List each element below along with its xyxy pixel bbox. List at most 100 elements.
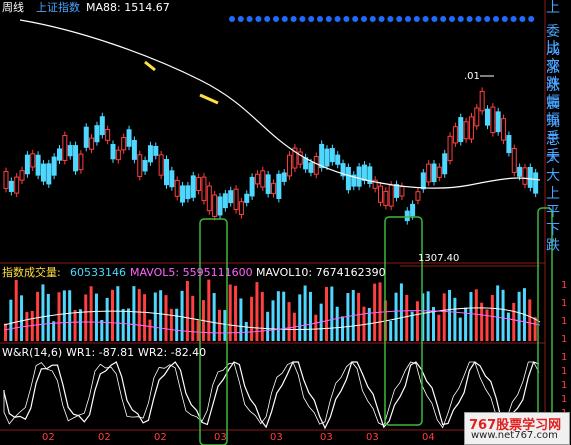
high-price-label: .01: [464, 71, 480, 82]
volume-bar: [501, 289, 505, 341]
highlight-box: [199, 218, 228, 445]
indicator-dot: [264, 16, 271, 22]
candle-body: [431, 163, 437, 183]
candle-body: [351, 174, 357, 187]
candle-body: [517, 166, 523, 177]
candle-body: [222, 193, 228, 209]
indicator-dot: [378, 16, 385, 22]
candle-body: [212, 194, 218, 217]
volume-bar: [159, 290, 163, 341]
indicator-dot: [501, 16, 508, 22]
volume-bar: [458, 317, 462, 341]
candle-body: [147, 145, 153, 163]
volume-bar: [426, 291, 430, 341]
candle-body: [24, 154, 30, 175]
indicator-dot: [325, 16, 332, 22]
volume-bar: [223, 310, 227, 341]
sidebar-item: 震幅: [546, 96, 560, 128]
period-label[interactable]: 周线: [2, 1, 24, 14]
candle-body: [3, 171, 9, 189]
wr1-label: WR1: -87.81: [66, 346, 135, 359]
volume-title: 指数成交量:: [2, 266, 61, 279]
indicator-dot: [528, 16, 535, 22]
volume-bar: [9, 299, 13, 341]
candle-body: [271, 182, 276, 195]
candle-body: [201, 176, 207, 202]
candle-body: [142, 160, 148, 172]
volume-bar: [303, 285, 307, 341]
wr2-line: [3, 361, 540, 429]
candle-body: [62, 135, 68, 161]
x-axis-label: 03: [214, 432, 227, 443]
volume-bar: [41, 284, 45, 341]
volume-bar: [212, 293, 216, 341]
volume-bar: [116, 286, 120, 341]
candle-body: [51, 156, 57, 176]
candle-body: [410, 203, 416, 217]
candle-body: [313, 156, 319, 175]
volume-bar: [282, 291, 286, 341]
volume-bar: [239, 298, 243, 341]
volume-bar: [68, 290, 72, 341]
volume-bar: [480, 302, 484, 341]
volume-bar: [46, 293, 50, 341]
candle-body: [506, 135, 512, 154]
sidebar-item: 成交: [546, 42, 560, 74]
volume-bar: [308, 291, 312, 341]
volume-bar: [148, 319, 152, 341]
sidebar-item: 下跌: [546, 222, 560, 254]
volume-bar: [175, 308, 179, 341]
sidebar-top-char[interactable]: 上: [546, 0, 560, 16]
volume-bar: [506, 312, 510, 341]
candle-body: [105, 129, 111, 141]
candle-body: [131, 140, 137, 160]
volume-bar: [20, 295, 24, 341]
candle-body: [335, 154, 341, 165]
indicator-dot: [422, 16, 429, 22]
candle-body: [287, 154, 293, 177]
candle-body: [228, 190, 234, 204]
volume-bar: [298, 294, 302, 341]
candle-body: [57, 148, 62, 161]
volume-bar: [52, 321, 56, 341]
volume-bar: [111, 289, 114, 341]
volume-bar: [73, 310, 77, 341]
volume-bar: [4, 323, 7, 341]
candle-body: [153, 146, 159, 156]
candle-body: [206, 185, 212, 212]
sidebar-item: 上: [546, 186, 560, 202]
candle-body: [40, 163, 46, 182]
mavol10-label: MAVOL10: 7674162390: [256, 266, 386, 279]
candle-body: [297, 151, 303, 165]
indicator-dot: [255, 16, 262, 22]
candle-body: [292, 147, 298, 169]
volume-bar: [271, 300, 275, 341]
volume-bar: [228, 284, 232, 341]
candle-body: [442, 153, 448, 175]
volume-bar: [448, 289, 452, 341]
x-axis-label: 02: [42, 432, 55, 443]
candle-body: [340, 163, 346, 177]
volume-bar: [410, 311, 414, 341]
wr-title: W&R(14,6): [2, 346, 63, 359]
mavol5-label: MAVOL5: 5595111600: [130, 266, 253, 279]
indicator-dot: [466, 16, 473, 22]
candle-body: [399, 186, 405, 197]
volume-bar: [57, 292, 61, 341]
indicator-dot: [431, 16, 438, 22]
candle-body: [388, 184, 394, 207]
watermark-title: 767股票学习网: [469, 418, 562, 433]
candle-body: [99, 116, 105, 136]
wr1-line: [3, 361, 540, 430]
indicator-dot: [457, 16, 464, 22]
volume-bar: [127, 308, 131, 341]
volume-bar: [30, 310, 34, 341]
indicator-dot: [343, 16, 350, 22]
candle-body: [169, 170, 175, 188]
indicator-dot: [405, 16, 411, 22]
volume-bar: [287, 302, 291, 341]
x-axis-label: 03: [270, 432, 283, 443]
volume-bar: [132, 286, 136, 341]
sidebar-item: 总手: [546, 132, 560, 164]
